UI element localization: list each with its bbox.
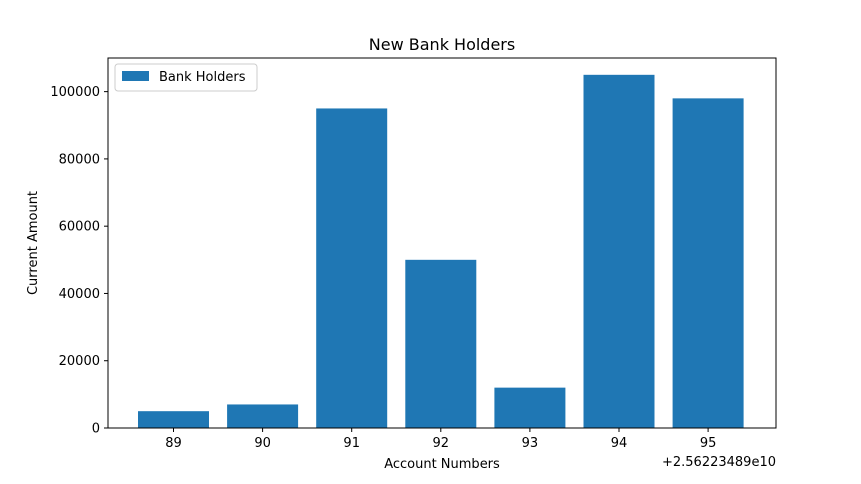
y-axis-label: Current Amount [26, 191, 41, 295]
x-ticks: 89 90 91 92 93 94 95 [165, 428, 716, 451]
y-tick-label: 80000 [59, 152, 100, 167]
y-ticks: 0 20000 40000 60000 80000 100000 [50, 85, 108, 437]
x-axis-label: Account Numbers [384, 457, 500, 472]
x-tick-label: 94 [611, 436, 628, 451]
legend-swatch [122, 71, 149, 81]
bar-90 [227, 404, 299, 428]
bar-94 [583, 74, 655, 429]
y-tick-label: 60000 [59, 220, 100, 235]
y-tick-label: 100000 [50, 85, 100, 100]
x-axis-offset-label: +2.56223489e10 [662, 455, 776, 470]
x-tick-label: 92 [433, 436, 450, 451]
axes-frame [107, 57, 777, 429]
chart-title: New Bank Holders [369, 35, 515, 54]
bar-89 [138, 411, 209, 428]
y-tick-label: 20000 [59, 354, 100, 369]
bar-93 [494, 387, 566, 428]
bar-95 [672, 98, 744, 428]
x-tick-label: 89 [165, 436, 182, 451]
y-tick-label: 0 [92, 422, 100, 437]
legend: Bank Holders [114, 63, 258, 92]
y-tick-label: 40000 [59, 287, 100, 302]
legend-label: Bank Holders [159, 70, 246, 85]
bars-layer [138, 74, 744, 429]
x-tick-label: 90 [254, 436, 271, 451]
x-tick-label: 93 [522, 436, 539, 451]
x-tick-label: 95 [700, 436, 717, 451]
x-tick-label: 91 [343, 436, 360, 451]
bar-91 [316, 108, 388, 429]
legend-box [114, 63, 258, 92]
bar-92 [405, 259, 477, 428]
